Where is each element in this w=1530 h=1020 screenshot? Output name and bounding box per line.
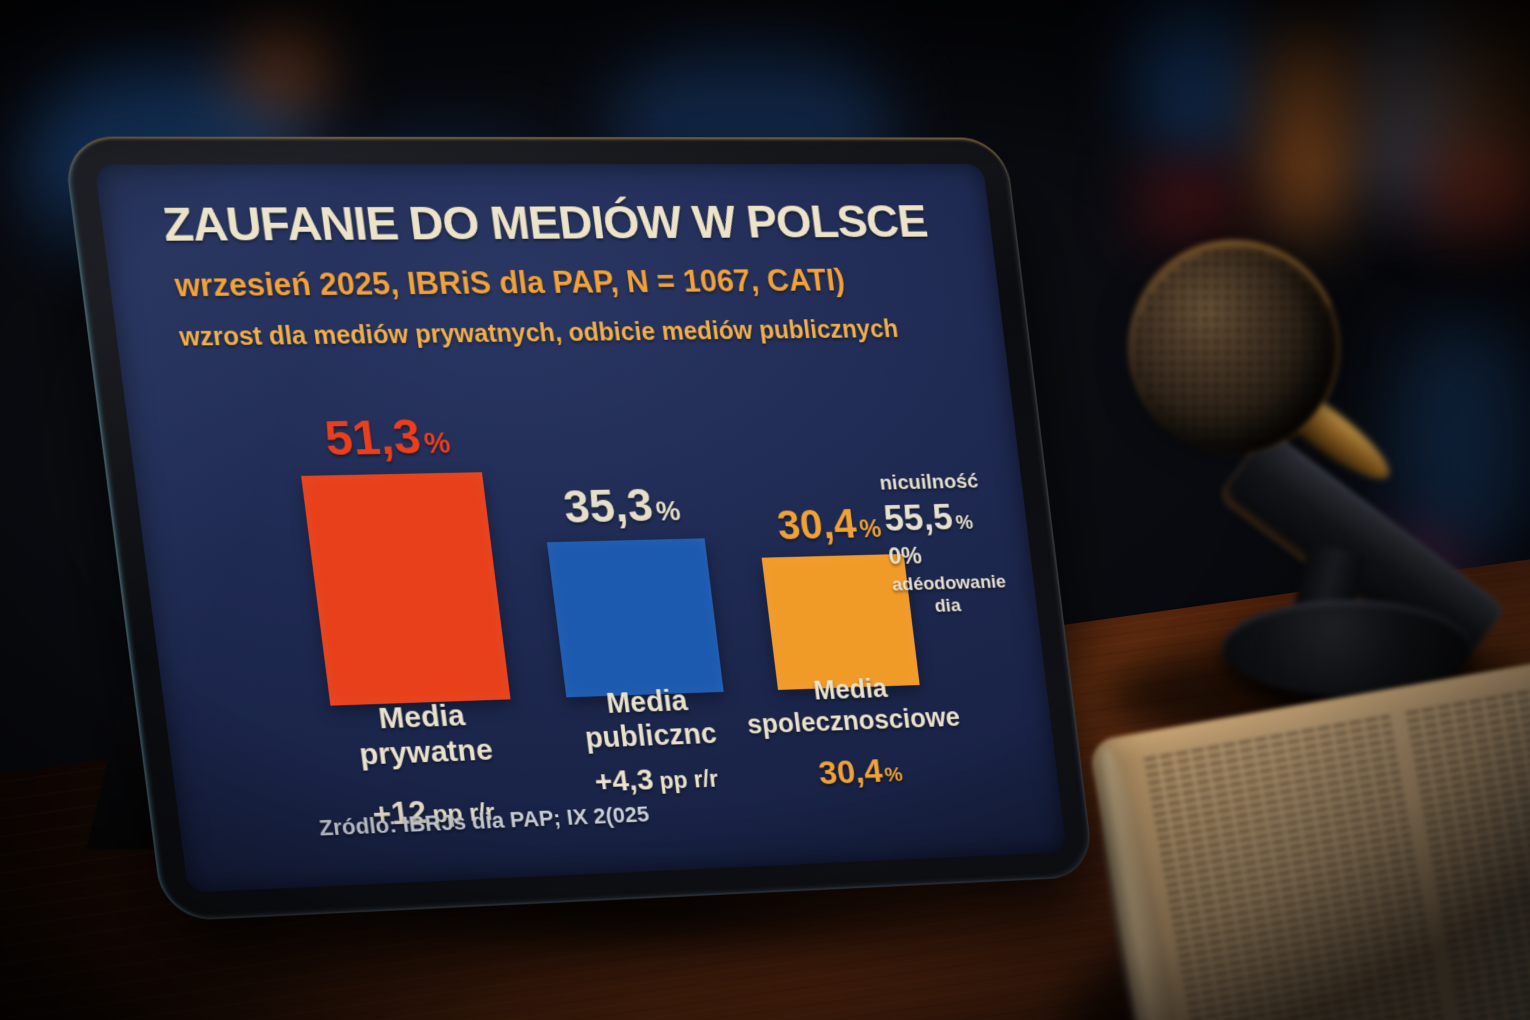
blurred-warm-light	[235, 25, 325, 105]
chart-note: wzrost dla mediów prywatnych, odbicie me…	[177, 315, 900, 352]
annotation-line: dia	[933, 595, 963, 617]
chart-title: ZAUFANIE DO MEDIÓW W POLSCE	[159, 194, 930, 252]
blurred-screen-behind-mic	[1395, 320, 1530, 560]
annotation-line: adéodowanie	[890, 572, 1008, 596]
microphone-head	[1097, 212, 1369, 484]
tablet-screen: ZAUFANIE DO MEDIÓW W POLSCE wrzesień 202…	[94, 163, 1067, 893]
infographic: ZAUFANIE DO MEDIÓW W POLSCE wrzesień 202…	[94, 164, 1066, 893]
change-label-media-spolecznosciowe: 30,4%	[816, 752, 904, 793]
percent-sign: %	[954, 512, 975, 535]
percent-sign: %	[857, 515, 883, 544]
category-label-media-spolecznosciowe: Media spolecznosciowe	[745, 673, 962, 740]
bar-value-label: 35,3%	[560, 478, 683, 533]
percent-sign: %	[422, 427, 453, 461]
chart-subtitle: wrzesień 2025, IBRiS dla PAP, N = 1067, …	[172, 262, 847, 304]
tablet: ZAUFANIE DO MEDIÓW W POLSCE wrzesień 202…	[62, 136, 1095, 922]
percent-sign: %	[654, 495, 683, 527]
category-label-media-prywatne: Media prywatne	[357, 699, 495, 773]
annotation-value: 55,5%	[881, 497, 975, 539]
bar-column-media-publiczne: 35,3%	[539, 477, 724, 698]
blurred-tv-panel	[1135, 0, 1265, 150]
blurred-red-screen	[1140, 165, 1240, 235]
side-annotation: nicuilność 55,5% 0% adéodowanie dia	[878, 468, 1028, 620]
annotation-line: 0%	[887, 542, 924, 570]
bar-media-publiczne	[546, 538, 724, 698]
bar-column-media-prywatne: 51,3%	[293, 409, 511, 706]
bar-value-label: 30,4%	[774, 500, 883, 549]
bar-media-prywatne	[301, 472, 511, 706]
change-label-media-publiczne: +4,3 pp r/r	[592, 763, 720, 799]
bar-value-label: 51,3%	[321, 410, 453, 467]
category-label-media-publiczne: Media publicznc	[583, 685, 719, 756]
annotation-line: nicuilność	[878, 469, 980, 495]
newspaper-text-column	[1143, 715, 1456, 1020]
